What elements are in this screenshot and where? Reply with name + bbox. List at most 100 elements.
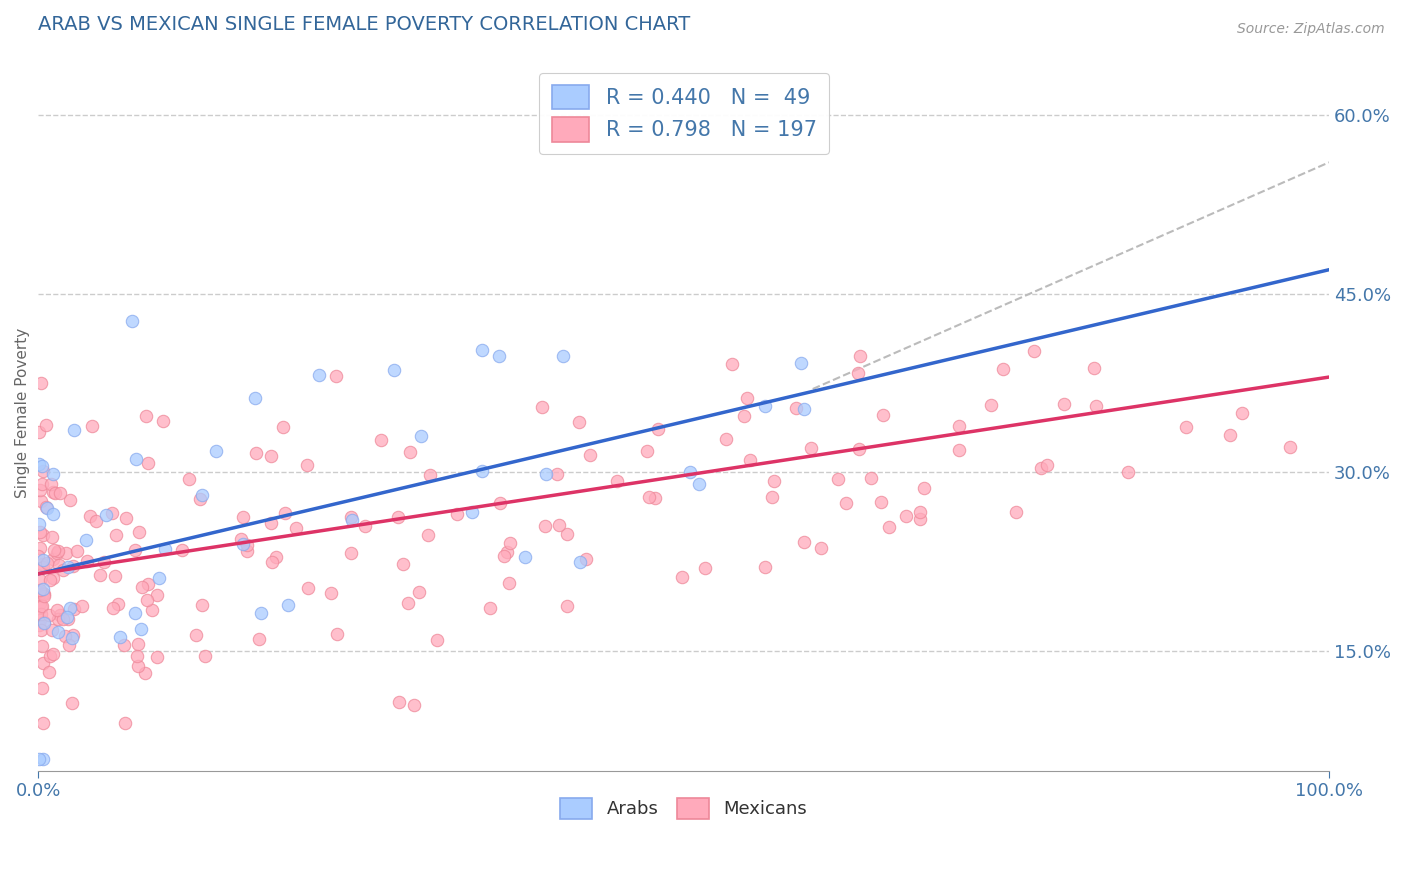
Point [31, 681, 53, 695]
Point [37, 556, 59, 570]
Point [392, 557, 415, 571]
Point [30, 624, 52, 638]
Point [38, 665, 60, 680]
Point [321, 586, 343, 600]
Point [869, 495, 891, 509]
Point [754, 559, 776, 574]
Point [534, 519, 557, 533]
Point [93, 555, 115, 569]
Point [721, 357, 744, 371]
Point [46, 624, 69, 639]
Point [471, 464, 494, 478]
Point [488, 349, 510, 363]
Point [245, 392, 267, 406]
Point [277, 599, 299, 613]
Point [266, 549, 288, 564]
Point [63, 602, 86, 616]
Point [735, 392, 758, 406]
Point [41, 530, 63, 544]
Point [297, 581, 319, 595]
Point [793, 402, 815, 417]
Point [536, 467, 558, 482]
Point [42, 551, 65, 566]
Point [128, 525, 150, 540]
Point [129, 623, 152, 637]
Point [38, 649, 60, 664]
Point [104, 568, 127, 582]
Point [62, 628, 84, 642]
Point [42, 485, 65, 500]
Point [849, 349, 872, 363]
Point [859, 471, 882, 485]
Point [31, 557, 53, 571]
Point [297, 458, 319, 473]
Point [96, 508, 118, 523]
Point [141, 603, 163, 617]
Point [62, 423, 84, 437]
Point [908, 505, 931, 519]
Point [125, 451, 148, 466]
Point [136, 576, 159, 591]
Point [763, 475, 786, 489]
Point [827, 472, 849, 486]
Point [124, 606, 146, 620]
Point [53, 629, 76, 643]
Point [980, 398, 1002, 412]
Point [1024, 344, 1046, 359]
Point [370, 433, 392, 447]
Point [284, 521, 307, 535]
Point [134, 666, 156, 681]
Point [48, 558, 70, 572]
Point [848, 442, 870, 457]
Point [461, 505, 484, 519]
Point [426, 633, 449, 648]
Point [488, 496, 510, 510]
Point [754, 399, 776, 413]
Point [908, 512, 931, 526]
Point [114, 716, 136, 731]
Point [28, 516, 51, 531]
Point [948, 442, 970, 457]
Point [35, 418, 58, 433]
Point [32, 586, 55, 600]
Point [138, 456, 160, 470]
Point [991, 361, 1014, 376]
Point [382, 363, 405, 377]
Point [41, 623, 63, 637]
Point [30, 541, 52, 556]
Point [568, 415, 591, 429]
Point [546, 467, 568, 481]
Point [245, 446, 267, 460]
Point [271, 419, 294, 434]
Point [879, 520, 901, 534]
Point [32, 615, 55, 629]
Point [52, 563, 75, 577]
Point [793, 535, 815, 549]
Point [28, 425, 51, 439]
Point [34, 589, 56, 603]
Point [80, 418, 103, 433]
Point [28, 574, 51, 588]
Point [761, 490, 783, 504]
Point [478, 600, 501, 615]
Point [1031, 460, 1053, 475]
Point [30, 607, 52, 621]
Point [42, 467, 65, 481]
Point [60, 697, 83, 711]
Point [28, 596, 51, 610]
Point [32, 553, 55, 567]
Point [55, 610, 77, 624]
Point [498, 576, 520, 591]
Point [89, 567, 111, 582]
Point [58, 612, 80, 626]
Point [339, 510, 361, 524]
Point [1053, 396, 1076, 410]
Point [1230, 406, 1253, 420]
Point [551, 349, 574, 363]
Point [1084, 399, 1107, 413]
Point [568, 556, 591, 570]
Point [259, 449, 281, 463]
Point [31, 476, 53, 491]
Point [1005, 505, 1028, 519]
Point [104, 528, 127, 542]
